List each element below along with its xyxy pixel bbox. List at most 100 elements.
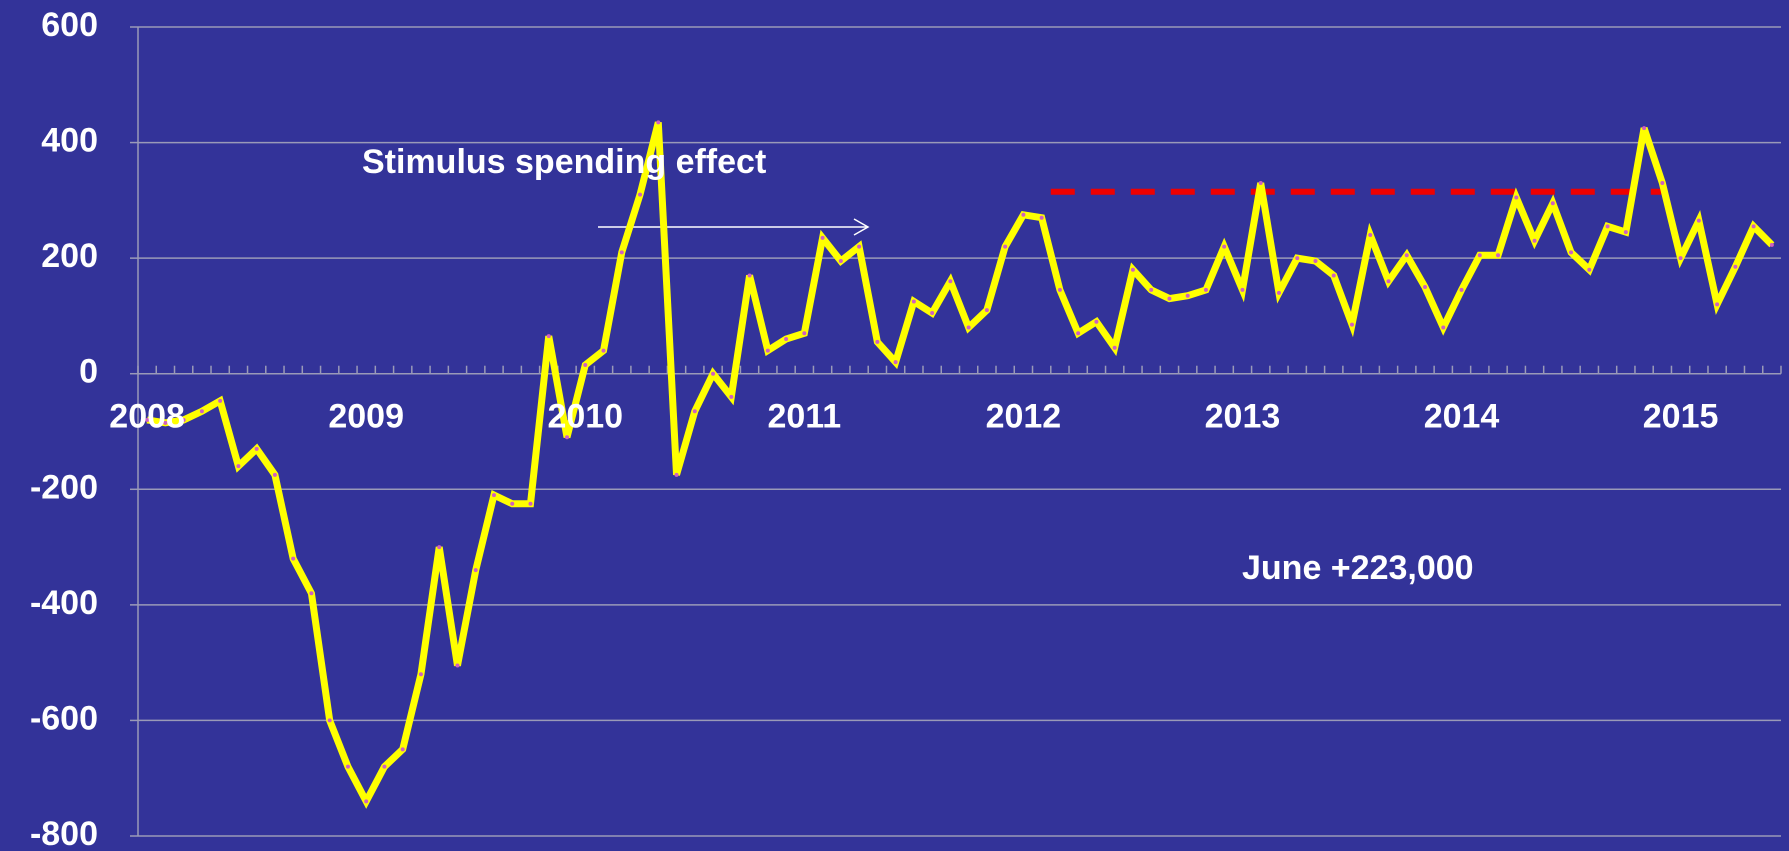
data-point [638, 192, 643, 197]
data-point [1076, 331, 1081, 336]
data-point [1368, 233, 1373, 238]
data-point [1349, 322, 1354, 327]
data-point [400, 747, 405, 752]
data-point [984, 308, 989, 313]
data-point [838, 259, 843, 264]
x-tick-label: 2012 [986, 398, 1062, 436]
data-point [272, 472, 277, 477]
x-tick-label: 2015 [1643, 398, 1719, 436]
data-point [656, 120, 661, 125]
data-point [491, 493, 496, 498]
y-tick-label: -400 [30, 584, 98, 622]
data-line [146, 121, 1775, 809]
data-point [309, 591, 314, 596]
data-point [1477, 253, 1482, 258]
data-point [1587, 267, 1592, 272]
data-point [327, 718, 332, 723]
data-point [1642, 126, 1647, 131]
data-point [1696, 218, 1701, 223]
data-point [1459, 287, 1464, 292]
y-tick-label: 0 [79, 353, 98, 391]
data-point [911, 299, 916, 304]
data-point [565, 435, 570, 440]
data-point [820, 235, 825, 240]
data-point [473, 568, 478, 573]
annotation: Stimulus spending effect [362, 143, 766, 181]
data-point [528, 501, 533, 506]
data-point [711, 371, 716, 376]
data-point [674, 472, 679, 477]
data-point [1094, 319, 1099, 324]
data-point [1295, 256, 1300, 261]
data-point [930, 311, 935, 316]
data-point [966, 325, 971, 330]
data-point [291, 556, 296, 561]
data-point [1149, 287, 1154, 292]
data-point [875, 339, 880, 344]
data-point [1331, 273, 1336, 278]
y-tick-label: -200 [30, 468, 98, 506]
data-point [455, 663, 460, 668]
data-point [1222, 244, 1227, 249]
data-point [1185, 293, 1190, 298]
data-point [729, 394, 734, 399]
data-point [145, 417, 150, 422]
data-point [1203, 287, 1208, 292]
data-point [345, 764, 350, 769]
y-tick-label: -600 [30, 699, 98, 737]
data-point [1057, 287, 1062, 292]
y-tick-label: -800 [30, 815, 98, 851]
x-tick-label: 2014 [1424, 398, 1500, 436]
data-point [1003, 244, 1008, 249]
data-point [382, 764, 387, 769]
data-point [1496, 253, 1501, 258]
data-point [1660, 181, 1665, 186]
data-point [1130, 267, 1135, 272]
data-point [1313, 259, 1318, 264]
x-tick-label: 2013 [1205, 398, 1281, 436]
data-point [1021, 212, 1026, 217]
data-point [747, 273, 752, 278]
data-point [1733, 264, 1738, 269]
x-tick-label: 2008 [109, 398, 185, 436]
data-point [1715, 302, 1720, 307]
data-point [1532, 238, 1537, 243]
data-point [802, 331, 807, 336]
data-point [181, 417, 186, 422]
data-point [1167, 296, 1172, 301]
x-tick-label: 2010 [547, 398, 623, 436]
data-point [583, 363, 588, 368]
data-point [692, 409, 697, 414]
data-point [364, 799, 369, 804]
data-point [1258, 181, 1263, 186]
data-point [784, 337, 789, 342]
data-point [948, 279, 953, 284]
data-point [1276, 290, 1281, 295]
data-point [893, 360, 898, 365]
data-point [418, 672, 423, 677]
data-point [1751, 224, 1756, 229]
data-point [1404, 253, 1409, 258]
data-point [601, 348, 606, 353]
arrow-head [853, 218, 870, 236]
data-point [254, 446, 259, 451]
data-point [1623, 230, 1628, 235]
data-point [218, 398, 223, 403]
data-point [1240, 287, 1245, 292]
data-point [1678, 256, 1683, 261]
data-point [163, 420, 168, 425]
data-point [1550, 201, 1555, 206]
data-point [857, 244, 862, 249]
annotation: June +223,000 [1242, 549, 1474, 587]
data-point [437, 545, 442, 550]
data-point [510, 501, 515, 506]
y-tick-label: 400 [41, 122, 98, 160]
data-point [1569, 250, 1574, 255]
data-point [236, 464, 241, 469]
x-tick-label: 2009 [328, 398, 404, 436]
data-point [546, 334, 551, 339]
data-point [1423, 285, 1428, 290]
data-point [1514, 195, 1519, 200]
data-point [765, 348, 770, 353]
